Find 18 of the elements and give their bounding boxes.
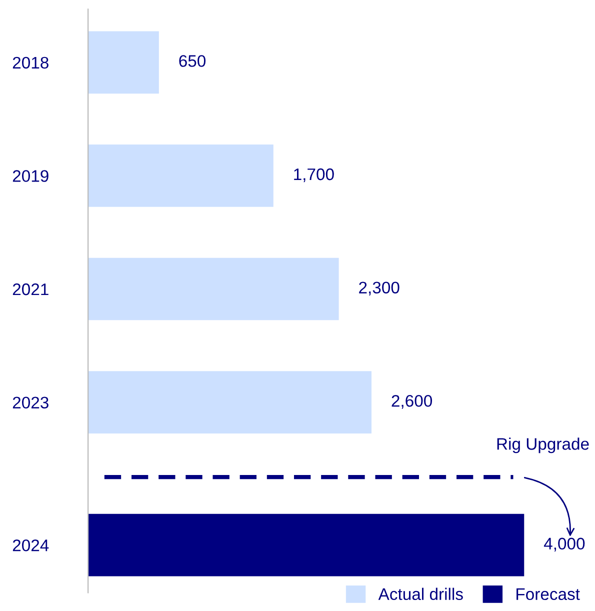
y-tick-label: 2021	[12, 283, 48, 296]
legend-label: Actual drills	[378, 588, 463, 600]
ref-line-label: Rig Upgrade	[497, 438, 589, 454]
y-tick-label: 2023	[12, 396, 48, 409]
y-tick-label: 2019	[12, 170, 48, 182]
data-label: 4,000	[544, 538, 585, 552]
bar	[88, 514, 524, 576]
data-label: 1,700	[294, 168, 334, 182]
bar	[88, 371, 372, 434]
y-tick-label: 2018	[12, 56, 48, 69]
data-label: 2,600	[392, 394, 432, 409]
bar	[88, 144, 274, 207]
y-tick-label: 2024	[12, 539, 49, 552]
data-label: 2,300	[359, 282, 400, 296]
bar	[88, 258, 339, 320]
legend-label: Forecast	[516, 588, 580, 600]
bar	[88, 31, 159, 94]
data-label: 650	[179, 55, 206, 67]
